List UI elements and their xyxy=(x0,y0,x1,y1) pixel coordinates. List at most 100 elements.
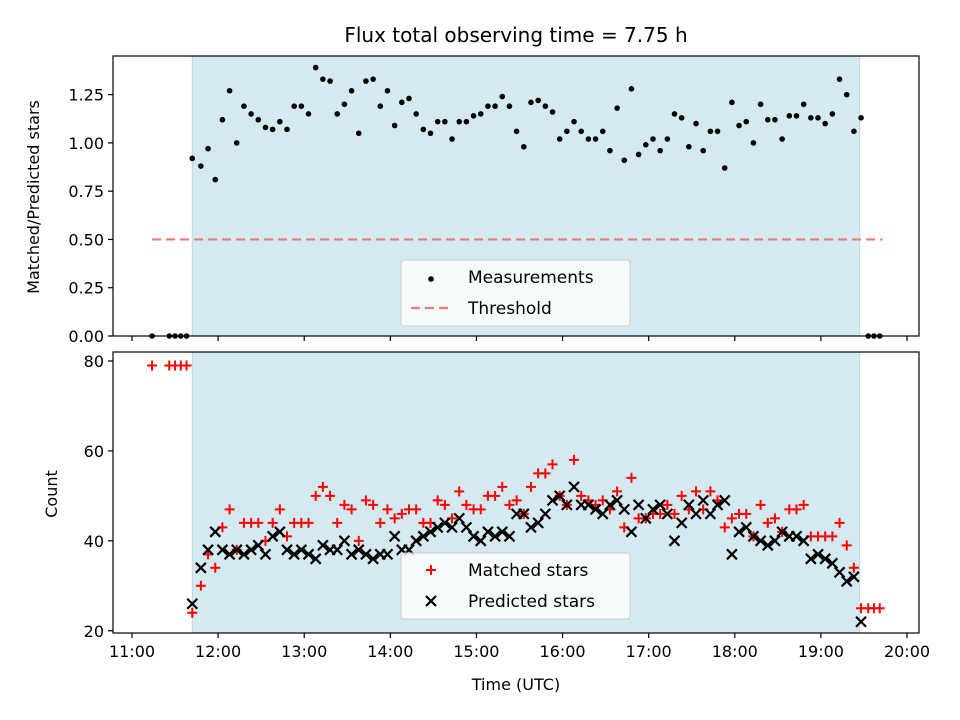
top-y-tick-label: 0.00 xyxy=(68,327,104,346)
x-tick-label: 20:00 xyxy=(884,642,930,661)
chart-figure: 0.000.250.500.751.001.25MeasurementsThre… xyxy=(0,0,960,720)
measurement-point xyxy=(743,119,749,125)
measurement-point xyxy=(586,136,592,142)
measurement-point xyxy=(621,157,627,163)
measurement-point xyxy=(571,119,577,125)
measurement-point xyxy=(413,111,419,117)
x-tick-label: 16:00 xyxy=(540,642,586,661)
measurement-point xyxy=(535,98,541,104)
measurement-point xyxy=(600,129,606,135)
measurement-point xyxy=(528,100,534,106)
matched-star-point xyxy=(182,360,192,370)
bottom-y-tick-label: 80 xyxy=(84,352,104,371)
measurement-point xyxy=(198,163,204,169)
top-y-tick-label: 0.75 xyxy=(68,182,104,201)
measurement-point xyxy=(189,156,195,162)
x-tick-label: 18:00 xyxy=(712,642,758,661)
measurement-point xyxy=(320,76,326,82)
x-axis-label: Time (UTC) xyxy=(471,675,560,694)
measurement-point xyxy=(822,121,828,127)
measurement-point xyxy=(514,129,520,135)
measurement-point xyxy=(715,129,721,135)
measurement-point xyxy=(277,119,283,125)
measurement-point xyxy=(837,76,843,82)
measurement-point xyxy=(607,148,613,154)
top-y-tick-label: 0.50 xyxy=(68,230,104,249)
measurement-point xyxy=(801,101,807,107)
measurement-point xyxy=(406,96,412,102)
bottom-legend: Matched stars Predicted stars xyxy=(401,553,630,619)
figure: 0.00 0.25 0.50 0.75 1.00 1.25 Measurements Thre… xyxy=(0,0,960,720)
legend-label: Threshold xyxy=(467,299,552,319)
measurement-point xyxy=(844,92,850,98)
measurement-point xyxy=(686,144,692,150)
bottom-y-tick-label: 20 xyxy=(84,622,104,641)
measurement-point xyxy=(729,100,735,106)
measurement-point xyxy=(858,115,864,121)
measurement-point xyxy=(205,146,211,152)
legend-label: Predicted stars xyxy=(468,592,595,612)
top-y-axis-label: Matched/Predicted stars xyxy=(24,100,43,294)
measurement-point xyxy=(435,119,441,125)
measurement-point xyxy=(787,113,793,119)
measurement-point xyxy=(485,103,491,109)
measurement-point xyxy=(241,103,247,109)
x-tick-label: 14:00 xyxy=(367,642,413,661)
legend-label: Measurements xyxy=(468,268,594,288)
matched-star-point xyxy=(147,360,157,370)
x-tick-label: 11:00 xyxy=(109,642,155,661)
measurement-point xyxy=(456,119,462,125)
measurement-point xyxy=(464,119,470,125)
measurement-point xyxy=(248,111,254,117)
measurement-point xyxy=(557,136,563,142)
measurement-point xyxy=(700,148,706,154)
chart-title: Flux total observing time = 7.75 h xyxy=(344,23,687,47)
measurement-point xyxy=(212,177,218,183)
measurement-point xyxy=(779,136,785,142)
measurement-point xyxy=(679,115,685,121)
measurement-point xyxy=(672,111,678,117)
measurement-point xyxy=(765,117,771,123)
measurement-point xyxy=(220,117,226,123)
top-panel: 0.00 0.25 0.50 0.75 1.00 1.25 Measurements Thre… xyxy=(68,56,919,346)
measurement-point xyxy=(543,103,549,109)
measurement-point xyxy=(342,101,348,107)
measurement-point xyxy=(578,129,584,135)
measurement-point xyxy=(299,103,305,109)
legend-measurement-swatch xyxy=(428,276,434,282)
measurement-point xyxy=(643,142,649,148)
measurement-point xyxy=(758,101,764,107)
measurement-point xyxy=(815,115,821,121)
measurement-point xyxy=(772,117,778,123)
measurement-point xyxy=(593,136,599,142)
measurement-point xyxy=(334,111,340,117)
measurement-point xyxy=(521,144,527,150)
measurement-point xyxy=(614,105,620,111)
measurement-point xyxy=(449,136,455,142)
measurement-point xyxy=(851,129,857,135)
measurement-point xyxy=(650,136,656,142)
top-y-tick-label: 0.25 xyxy=(68,279,104,298)
measurement-point xyxy=(550,109,556,115)
measurement-point xyxy=(270,127,276,133)
measurement-point xyxy=(291,103,297,109)
measurement-point xyxy=(227,88,233,94)
measurement-point xyxy=(421,127,427,133)
measurement-point xyxy=(356,130,362,136)
measurement-point xyxy=(442,119,448,125)
measurement-point xyxy=(363,78,369,84)
measurement-point xyxy=(665,136,671,142)
measurement-point xyxy=(313,65,319,71)
top-y-tick-label: 1.25 xyxy=(68,86,104,105)
measurement-point xyxy=(636,152,642,158)
x-tick-label: 19:00 xyxy=(798,642,844,661)
measurement-point xyxy=(808,115,814,121)
measurement-point xyxy=(428,130,434,136)
measurement-point xyxy=(370,76,376,82)
measurement-point xyxy=(471,113,477,119)
x-tick-label: 12:00 xyxy=(195,642,241,661)
measurement-point xyxy=(794,113,800,119)
x-tick-label: 13:00 xyxy=(281,642,327,661)
measurement-point xyxy=(657,148,663,154)
measurement-point xyxy=(377,103,383,109)
